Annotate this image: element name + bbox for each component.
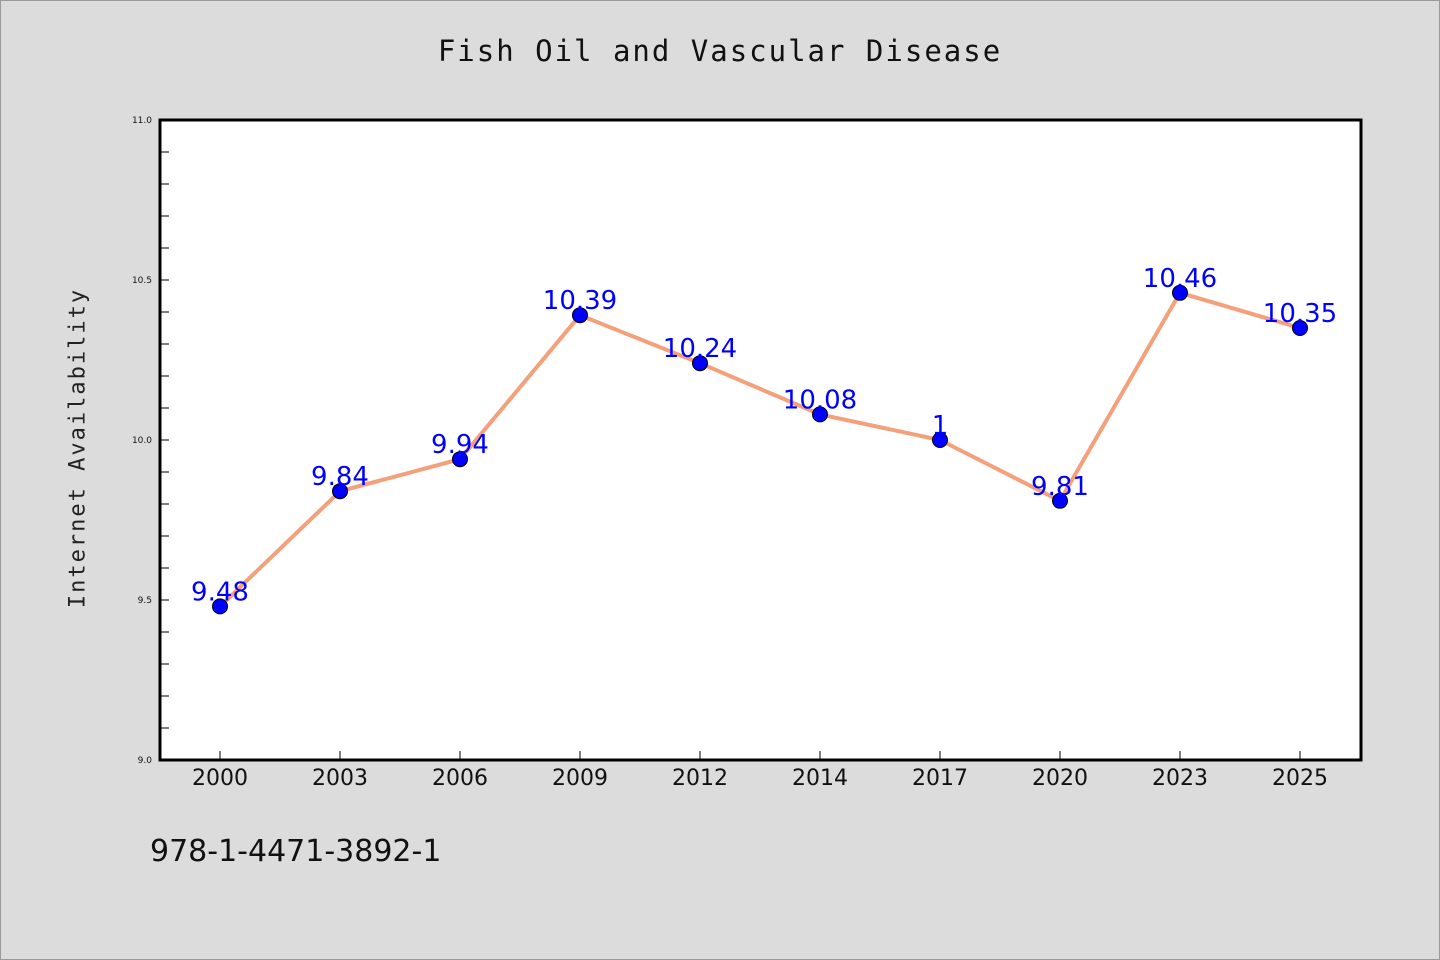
data-label: 10.08	[783, 385, 857, 415]
series-layer: 9.48 9.84 9.94 10.39 10.24 10.08 1 9.81 10.46 10.…	[191, 264, 1337, 615]
chart-title: Fish Oil and Vascular Disease	[437, 34, 1003, 68]
y-tick-label: 9.0	[138, 756, 153, 766]
x-tick-label: 2020	[1032, 766, 1088, 791]
plot-area	[158, 118, 1363, 762]
y-tick-label: 10.5	[132, 276, 152, 286]
x-tick-label: 2017	[912, 766, 968, 791]
y-tick-label: 9.5	[138, 596, 152, 606]
y-axis: 9.0 9.5 10.0 10.5 11.0	[132, 116, 169, 766]
data-point	[452, 451, 468, 468]
data-point	[1172, 284, 1188, 301]
x-tick-label: 2003	[312, 766, 368, 791]
x-tick-label: 2009	[552, 766, 608, 791]
isbn-text: 978-1-4471-3892-1	[150, 834, 442, 869]
x-tick-label: 2000	[192, 766, 248, 791]
x-axis: 2000 2003 2006 2009 2012 2014 2017 2020 2023 2025	[192, 751, 1328, 791]
data-label: 9.84	[311, 462, 369, 492]
data-point	[1052, 492, 1068, 509]
x-tick-label: 2025	[1272, 766, 1328, 791]
x-tick-label: 2006	[432, 766, 488, 791]
x-tick-label: 2023	[1152, 766, 1208, 791]
data-label: 9.48	[191, 577, 249, 607]
data-point	[212, 598, 228, 615]
data-point	[932, 432, 948, 448]
data-point	[332, 483, 348, 500]
data-label: 10.46	[1143, 264, 1217, 294]
data-label: 10.24	[663, 334, 737, 364]
x-tick-label: 2012	[672, 766, 728, 791]
data-point	[1292, 320, 1308, 336]
data-label: 1	[932, 411, 949, 441]
data-label: 9.94	[431, 430, 489, 460]
data-label: 10.35	[1263, 299, 1337, 329]
y-tick-label: 11.0	[132, 116, 152, 126]
data-point	[692, 355, 708, 372]
data-label: 9.81	[1031, 472, 1089, 502]
x-tick-label: 2014	[792, 766, 848, 791]
data-point	[812, 406, 828, 423]
data-label: 10.39	[543, 286, 617, 316]
data-point	[572, 307, 588, 324]
series-line	[218, 290, 1301, 608]
y-tick-label: 10.0	[132, 436, 152, 446]
